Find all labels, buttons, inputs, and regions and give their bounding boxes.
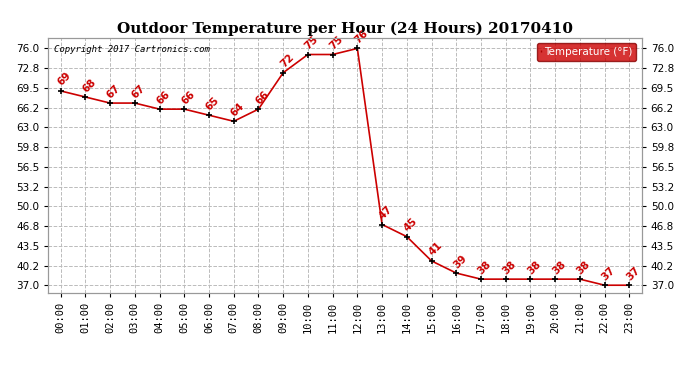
Title: Outdoor Temperature per Hour (24 Hours) 20170410: Outdoor Temperature per Hour (24 Hours) …	[117, 22, 573, 36]
Text: 38: 38	[575, 259, 592, 276]
Text: 45: 45	[402, 216, 420, 234]
Text: 39: 39	[451, 253, 469, 270]
Text: 67: 67	[105, 82, 123, 100]
Text: 66: 66	[179, 89, 197, 106]
Text: 75: 75	[303, 34, 320, 51]
Text: 64: 64	[229, 101, 246, 118]
Text: 69: 69	[56, 70, 73, 88]
Text: Copyright 2017 Cartronics.com: Copyright 2017 Cartronics.com	[55, 45, 210, 54]
Text: 38: 38	[501, 259, 518, 276]
Text: 75: 75	[328, 34, 345, 51]
Legend: Temperature (°F): Temperature (°F)	[537, 43, 636, 61]
Text: 41: 41	[426, 240, 444, 258]
Text: 68: 68	[81, 76, 98, 94]
Text: 47: 47	[377, 204, 395, 222]
Text: 38: 38	[550, 259, 568, 276]
Text: 72: 72	[278, 52, 295, 70]
Text: 76: 76	[353, 28, 370, 45]
Text: 66: 66	[155, 89, 172, 106]
Text: 37: 37	[600, 265, 617, 282]
Text: 65: 65	[204, 95, 221, 112]
Text: 37: 37	[624, 265, 642, 282]
Text: 38: 38	[526, 259, 543, 276]
Text: 38: 38	[476, 259, 493, 276]
Text: 66: 66	[253, 89, 271, 106]
Text: 67: 67	[130, 82, 147, 100]
